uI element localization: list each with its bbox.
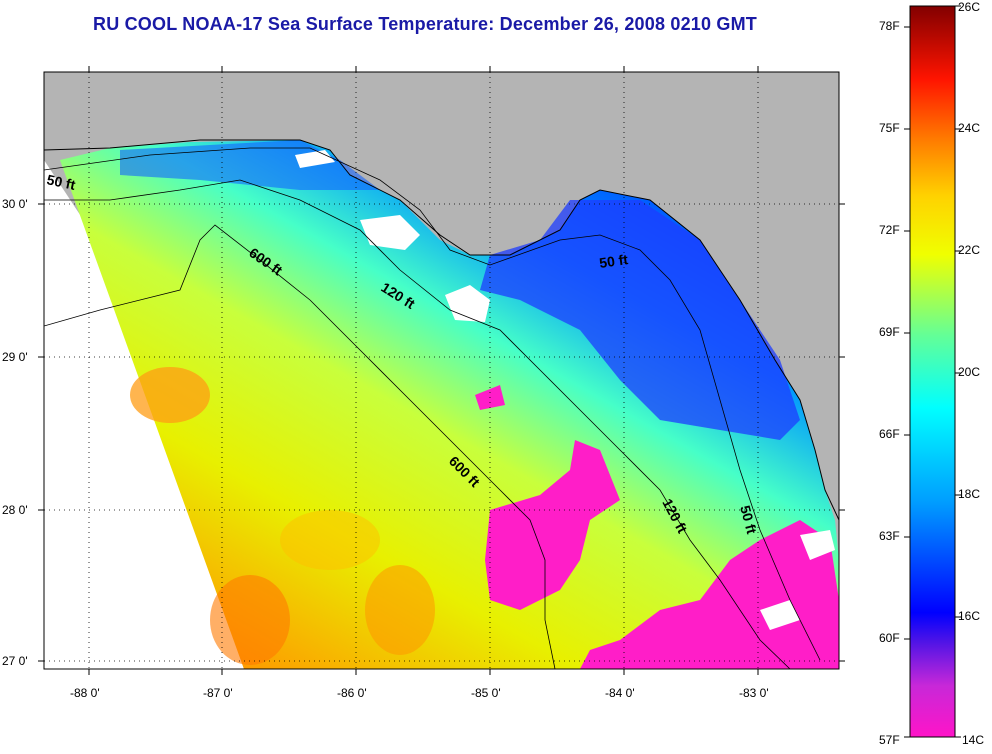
lon-label: -87 0' (203, 686, 233, 700)
warm-patch (280, 510, 380, 570)
colorbar-label-c: 18C (958, 487, 981, 501)
lat-label: 30 0' (2, 197, 28, 211)
lat-label: 29 0' (2, 350, 28, 364)
cloud-patch (360, 215, 420, 250)
lat-label: 28 0' (2, 503, 28, 517)
lon-label: -83 0' (739, 686, 769, 700)
colorbar-label-c: 14C (962, 733, 985, 747)
colorbar-label-f: 66F (879, 427, 900, 441)
coastline (44, 139, 839, 521)
isobath-label: 50 ft (737, 504, 760, 536)
cold-pool (580, 520, 839, 669)
warm-patch (365, 565, 435, 655)
isobath-label: 50 ft (598, 251, 629, 271)
isobath-600ft (44, 224, 556, 669)
cloud-patch (760, 600, 800, 630)
isobath-120ft (44, 179, 791, 669)
colorbar-label-f: 69F (879, 325, 900, 339)
warm-patch (130, 367, 210, 423)
colorbar-label-c: 24C (958, 121, 981, 135)
cold-pool (485, 440, 620, 610)
colorbar-label-f: 72F (879, 223, 900, 237)
colorbar-label-c: 22C (958, 243, 981, 257)
plot-frame (43, 71, 840, 670)
lat-label: 27 0' (2, 654, 28, 668)
axis-ticks (38, 66, 845, 675)
warm-patch (210, 575, 290, 665)
cold-coastal-band (480, 200, 800, 440)
lon-label: -85 0' (471, 686, 501, 700)
cloud-patch (800, 530, 835, 560)
lon-label: -88 0' (70, 686, 100, 700)
no-data-region (44, 72, 244, 669)
lon-label: -86 0' (337, 686, 367, 700)
colorbar-label-f: 63F (879, 529, 900, 543)
colorbar-label-c: 16C (958, 609, 981, 623)
colorbar (909, 5, 956, 738)
colorbar-label-f: 78F (879, 19, 900, 33)
isobath-50ft (44, 147, 821, 661)
colorbar-label-c: 26C (958, 0, 981, 14)
isobath-label: 50 ft (45, 171, 77, 193)
colorbar-label-f: 60F (879, 631, 900, 645)
colorbar-label-f: 57F (879, 733, 900, 747)
lon-label: -84 0' (605, 686, 635, 700)
colorbar-label-f: 75F (879, 121, 900, 135)
colorbar-label-c: 20C (958, 365, 981, 379)
map-title: RU COOL NOAA-17 Sea Surface Temperature:… (93, 14, 757, 34)
colorbar-ticks (904, 5, 961, 738)
